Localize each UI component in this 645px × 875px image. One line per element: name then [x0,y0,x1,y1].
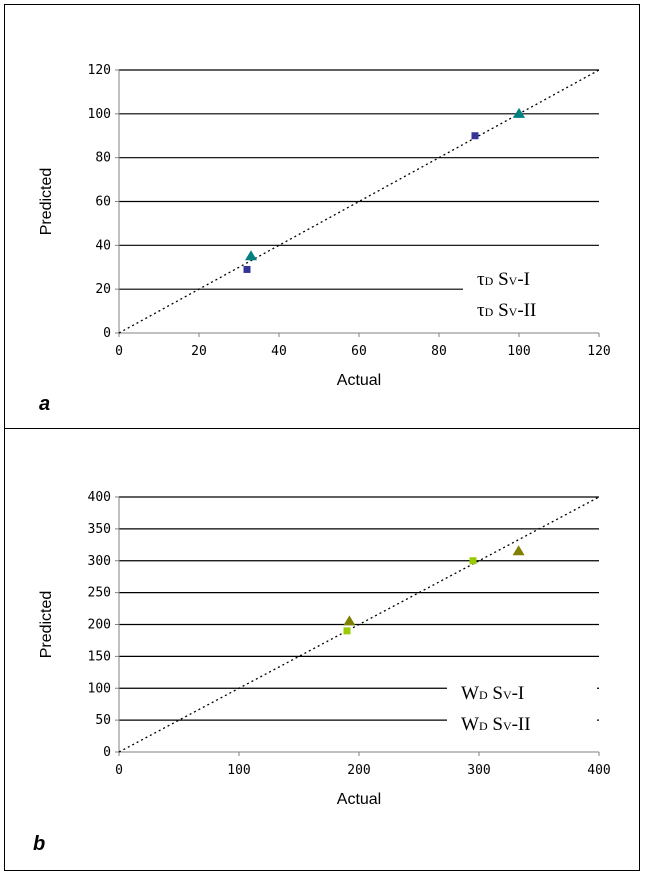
x-tick-label: 0 [115,763,123,778]
x-tick-label: 400 [587,763,610,778]
y-tick-label: 20 [95,282,111,297]
x-tick-label: 60 [351,344,367,359]
data-point-triangle [245,250,257,261]
x-tick-label: 40 [271,344,287,359]
legend-subscript: D [479,688,488,702]
legend-text-part: W [461,683,479,704]
legend-text-part: S [488,683,503,704]
y-tick-label: 150 [88,649,111,664]
x-axis-title: Actual [337,372,381,389]
reference-line [118,496,600,753]
x-tick-label: 100 [507,344,530,359]
y-tick-label: 60 [95,195,111,210]
y-tick-label: 120 [88,63,111,78]
x-tick-label: 20 [191,344,207,359]
legend-entry: τD SV-II [477,300,536,321]
chart-panel-b: 0 50 100 150 200 250 300 350 400 0 100 200 300 400 Act… [4,428,640,871]
y-tick-label: 250 [88,586,111,601]
x-tick-label: 120 [587,344,610,359]
legend-entry: WD SV-I [461,683,524,704]
y-tick-label: 400 [88,490,111,505]
legend-text-part: S [488,714,503,735]
panel-label-a: a [39,393,51,415]
y-tick-label: 40 [95,238,111,253]
legend-entry: WD SV-II [461,714,531,735]
chart-a-plot: 0 20 40 60 80 100 120 0 20 40 60 80 100 120 Actual Pred… [38,63,611,389]
legend-text-part: -I [512,683,525,704]
data-point-triangle [343,615,356,626]
y-tick-label: 100 [88,107,111,122]
panel-label-b: b [33,833,46,855]
legend-text-part: -II [517,300,536,321]
x-tick-label: 300 [467,763,490,778]
y-tick-label: 300 [88,554,111,569]
y-tick-label: 350 [88,522,111,537]
x-tick-label: 0 [115,344,123,359]
legend-subscript: D [485,274,494,288]
chart-panel-a: 0 20 40 60 80 100 120 0 20 40 60 80 100 120 Actual Pred… [4,4,640,429]
y-tick-label: 50 [95,713,111,728]
y-tick-label: 0 [103,745,111,760]
legend-subscript: V [503,688,512,702]
x-tick-label: 100 [227,763,250,778]
legend-text-part: -II [512,714,531,735]
legend-text-part: -I [517,269,530,290]
data-point-square [471,132,479,140]
data-point-square [243,265,251,273]
data-point-triangle [512,545,525,556]
data-point-square [469,557,477,565]
x-tick-label: 80 [431,344,447,359]
y-axis-title: Predicted [38,168,55,236]
data-point-triangle [513,107,525,118]
x-tick-label: 200 [347,763,370,778]
legend-box [463,259,599,325]
legend-text-part: W [461,714,479,735]
y-tick-label: 0 [103,326,111,341]
y-axis-title: Predicted [38,591,55,659]
legend-entry: τD SV-I [477,269,530,290]
y-tick-label: 80 [95,151,111,166]
legend-subscript: V [503,719,512,733]
legend-text-part: S [493,300,508,321]
y-tick-label: 200 [88,618,111,633]
legend-text-part: τ [477,300,485,321]
chart-b-plot: 0 50 100 150 200 250 300 350 400 0 100 200 300 400 Act… [38,490,611,808]
data-point-square [343,627,351,635]
legend-text-part: τ [477,269,485,290]
legend-box [447,673,597,739]
legend-subscript: D [479,719,488,733]
legend-text-part: S [493,269,508,290]
legend-subscript: V [509,305,518,319]
y-tick-label: 100 [88,681,111,696]
legend-subscript: D [485,305,494,319]
x-axis-title: Actual [337,791,381,808]
legend-subscript: V [509,274,518,288]
